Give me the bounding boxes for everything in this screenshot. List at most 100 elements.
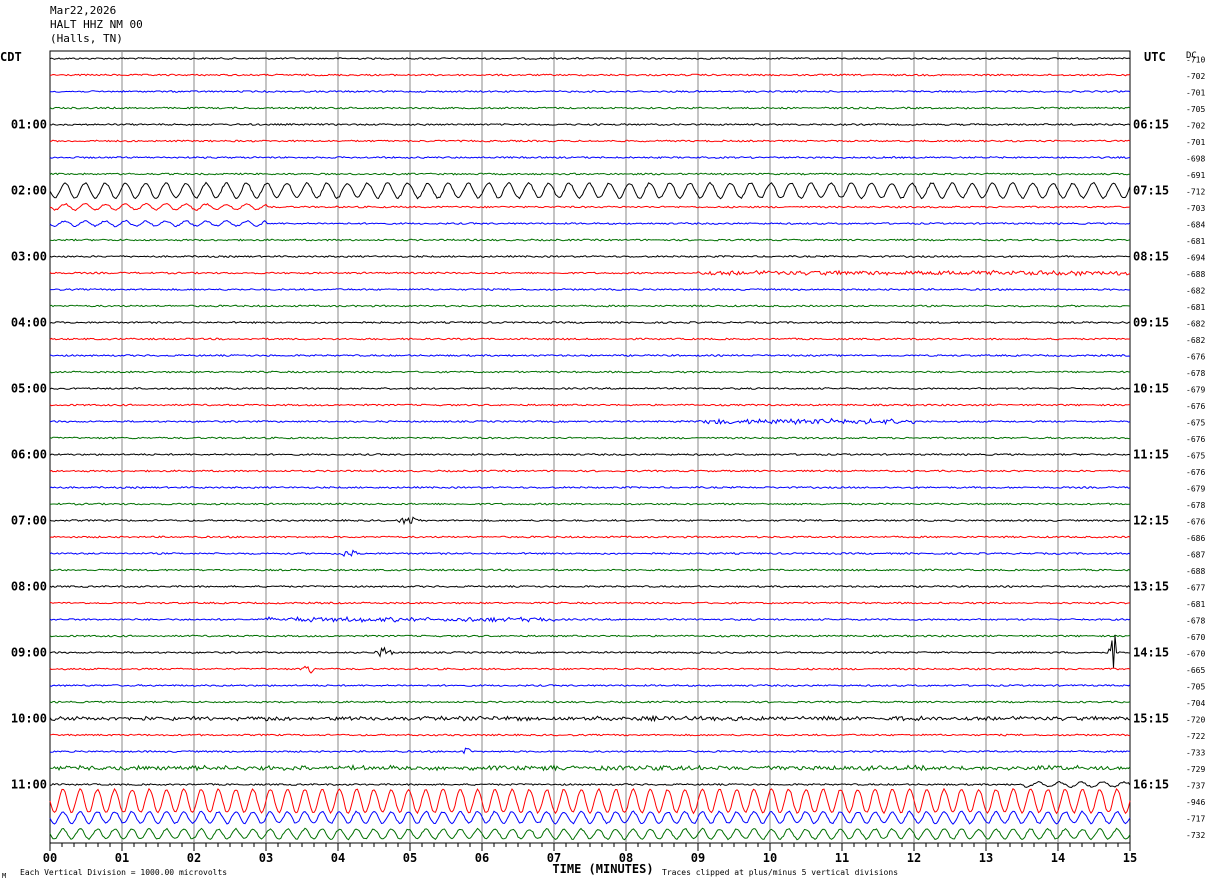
trace-line (49, 288, 1131, 291)
dc-offset-label: -682 (1186, 287, 1205, 296)
clip-note: Traces clipped at plus/minus 5 vertical … (662, 868, 898, 877)
trace-line (49, 780, 1131, 789)
dc-offset-label: -681 (1186, 303, 1205, 312)
trace-line (49, 181, 1131, 200)
trace-line (49, 535, 1131, 539)
trace-line (49, 106, 1131, 110)
trace-line (49, 320, 1131, 325)
dc-offset-label: -684 (1186, 221, 1205, 230)
trace-line (49, 73, 1131, 77)
trace-line (49, 485, 1131, 489)
trace-line (49, 549, 1131, 558)
hour-label-cdt: 09:00 (11, 646, 47, 660)
trace-line (49, 714, 1131, 723)
hour-label-cdt: 05:00 (11, 382, 47, 396)
hour-label-cdt: 11:00 (11, 778, 47, 792)
trace-line (49, 684, 1131, 687)
hour-label-cdt: 02:00 (11, 184, 47, 198)
trace-line (49, 810, 1131, 825)
x-tick-label: 06 (475, 851, 489, 865)
dc-offset-label: -720 (1186, 716, 1205, 725)
utc-label: UTC (1144, 50, 1166, 64)
dc-offset-label: -675 (1186, 452, 1205, 461)
hour-label-cdt: 01:00 (11, 118, 47, 132)
dc-offset-label: -702 (1186, 72, 1205, 81)
hour-label-utc: 16:15 (1133, 778, 1169, 792)
trace-line (49, 56, 1131, 60)
x-tick-label: 12 (907, 851, 921, 865)
dc-offset-label: -688 (1186, 270, 1205, 279)
trace-line (49, 665, 1131, 674)
dc-offset-label: -686 (1186, 534, 1205, 543)
dc-offset-label: -679 (1186, 386, 1205, 395)
trace-line (49, 202, 1131, 212)
trace-line (49, 747, 1131, 755)
trace-line (49, 254, 1131, 258)
trace-line (49, 156, 1131, 160)
dc-offset-label: -712 (1186, 188, 1205, 197)
cdt-label: CDT (0, 50, 22, 64)
dc-offset-label: -732 (1186, 831, 1205, 840)
trace-line (49, 172, 1131, 176)
x-tick-label: 08 (619, 851, 633, 865)
trace-line (49, 700, 1131, 704)
trace-line (49, 304, 1131, 308)
trace-line (49, 787, 1131, 815)
dc-offset-label: -733 (1186, 749, 1205, 758)
hour-label-utc: 14:15 (1133, 646, 1169, 660)
hour-label-cdt: 10:00 (11, 712, 47, 726)
dc-offset-label: -722 (1186, 732, 1205, 741)
dc-offset-label: -665 (1186, 666, 1205, 675)
trace-line (49, 601, 1131, 605)
hour-label-utc: 10:15 (1133, 382, 1169, 396)
dc-offset-label: -681 (1186, 237, 1205, 246)
dc-offset-label: -682 (1186, 320, 1205, 329)
corner-mark: M (2, 872, 6, 880)
dc-offset-label: -675 (1186, 419, 1205, 428)
dc-offset-label: -737 (1186, 782, 1205, 791)
trace-line (49, 370, 1131, 374)
dc-offset-label: -704 (1186, 699, 1205, 708)
x-tick-label: 00 (43, 851, 57, 865)
hour-label-cdt: 06:00 (11, 448, 47, 462)
dc-offset-label: -729 (1186, 765, 1205, 774)
dc-offset-label: -710 (1186, 56, 1205, 65)
hour-label-utc: 06:15 (1133, 118, 1169, 132)
trace-line (49, 123, 1131, 126)
trace-line (49, 634, 1131, 638)
hour-label-utc: 15:15 (1133, 712, 1169, 726)
trace-line (49, 635, 1131, 668)
trace-line (49, 90, 1131, 93)
x-tick-label: 15 (1123, 851, 1137, 865)
dc-offset-label: -676 (1186, 468, 1205, 477)
hour-label-utc: 12:15 (1133, 514, 1169, 528)
trace-line (49, 219, 1131, 228)
trace-line (49, 516, 1131, 526)
trace-line (49, 615, 1131, 623)
trace-line (49, 269, 1131, 277)
dc-offset-label: -687 (1186, 551, 1205, 560)
location-label: (Halls, TN) (50, 32, 123, 45)
x-axis-label: TIME (MINUTES) (552, 862, 653, 876)
x-tick-label: 03 (259, 851, 273, 865)
trace-line (49, 502, 1131, 506)
x-tick-label: 01 (115, 851, 129, 865)
dc-offset-label: -676 (1186, 402, 1205, 411)
dc-offset-label: -705 (1186, 683, 1205, 692)
dc-offset-label: -678 (1186, 617, 1205, 626)
dc-offset-label: -679 (1186, 485, 1205, 494)
trace-line (49, 238, 1131, 242)
dc-offset-label: -702 (1186, 122, 1205, 131)
x-tick-label: 05 (403, 851, 417, 865)
trace-line (49, 452, 1131, 456)
trace-line (49, 469, 1131, 473)
x-tick-label: 10 (763, 851, 777, 865)
trace-line (49, 387, 1131, 390)
dc-offset-label: -678 (1186, 369, 1205, 378)
trace-line (49, 403, 1131, 407)
dc-offset-label: -946 (1186, 798, 1205, 807)
dc-offset-label: -670 (1186, 633, 1205, 642)
dc-offset-label: -691 (1186, 171, 1205, 180)
hour-label-cdt: 03:00 (11, 250, 47, 264)
station-label: HALT HHZ NM 00 (50, 18, 143, 31)
